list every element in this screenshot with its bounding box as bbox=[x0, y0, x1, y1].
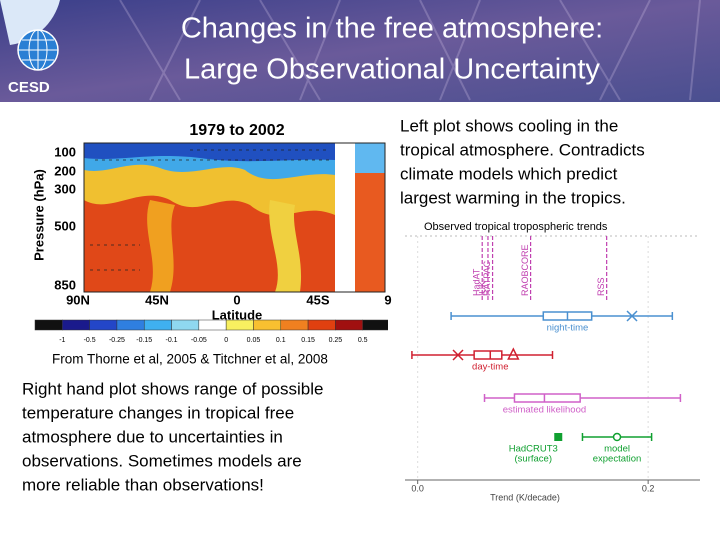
x-axis-label: Trend (K/decade) bbox=[490, 492, 560, 502]
marker-triangle bbox=[507, 347, 520, 360]
reference-label: HadAT bbox=[472, 268, 482, 296]
colorbar-label: -0.25 bbox=[109, 337, 125, 344]
point bbox=[612, 432, 622, 442]
colorbar-cell bbox=[171, 319, 200, 331]
colorbar-cell bbox=[253, 319, 282, 331]
colorbar-label: 0.15 bbox=[301, 337, 315, 344]
colorbar-cell bbox=[335, 319, 363, 331]
header-texture bbox=[119, 0, 701, 101]
body-line: observations. Sometimes models are bbox=[22, 451, 302, 470]
x-tick-label: 0.0 bbox=[411, 483, 424, 493]
reference-label: RSS bbox=[596, 277, 606, 296]
chart-panel bbox=[388, 218, 706, 510]
title-line: Large Observational Uncertainty bbox=[184, 54, 600, 86]
left-plot-title: 1979 to 2002 bbox=[189, 122, 284, 139]
series-label: night-time bbox=[547, 323, 589, 334]
note-line: Left plot shows cooling in the bbox=[400, 116, 618, 135]
y-tick-label: 200 bbox=[54, 163, 76, 178]
colorbar-cell bbox=[62, 319, 90, 331]
colorbar-cell bbox=[198, 319, 227, 331]
series-label: model bbox=[604, 444, 630, 455]
colorbar-cell bbox=[225, 319, 254, 331]
x-tick-label: 0.2 bbox=[642, 483, 655, 493]
colorbar-label: 0 bbox=[224, 337, 228, 344]
colorbar-label: -1 bbox=[59, 337, 65, 344]
x-tick-label: 9 bbox=[384, 292, 391, 307]
marker-x bbox=[452, 349, 464, 361]
colorbar-label: -0.5 bbox=[84, 337, 96, 344]
colorbar-cell bbox=[362, 319, 391, 331]
body-line: more reliable than observations! bbox=[22, 475, 264, 494]
body-line: Right hand plot shows range of possible bbox=[22, 379, 323, 398]
box bbox=[513, 393, 581, 403]
body-line: atmosphere due to uncertainties in bbox=[22, 427, 283, 446]
body-line: temperature changes in tropical free bbox=[22, 403, 294, 422]
note-line: tropical atmosphere. Contradicts bbox=[400, 140, 645, 159]
colorbar-label: -0.05 bbox=[191, 337, 207, 344]
colorbar-cell bbox=[143, 319, 172, 331]
colorbar-label: 0.1 bbox=[276, 337, 286, 344]
series-label: estimated likelihood bbox=[503, 405, 586, 416]
x-tick-label: 45S bbox=[306, 292, 329, 307]
chart-title: Observed tropical tropospheric trends bbox=[424, 221, 608, 233]
logo-globe bbox=[17, 29, 59, 71]
colorbar-cell bbox=[280, 319, 309, 331]
note-line: largest warming in the tropics. bbox=[400, 188, 626, 207]
colorbar: -1 -0.5 -0.25 -0.15 -0.1 -0.05 0 0.05 0.1 0.15 0.2… bbox=[34, 319, 391, 344]
colorbar-cell bbox=[89, 319, 118, 331]
x-tick-label: 45N bbox=[145, 292, 169, 307]
logo-fan bbox=[0, 0, 60, 45]
marker-x bbox=[626, 310, 638, 322]
y-tick-label: 500 bbox=[54, 218, 76, 233]
colorbar-label: -0.15 bbox=[136, 337, 152, 344]
colorbar-cell bbox=[116, 319, 145, 331]
reference-label: IUK bbox=[477, 281, 487, 296]
citation: From Thorne et al, 2005 & Titchner et al… bbox=[52, 352, 328, 367]
reference-label: RAOBCORE bbox=[520, 244, 530, 296]
reference-label: RATPAC bbox=[482, 260, 492, 296]
colorbar-cell bbox=[307, 319, 336, 331]
colorbar-label: 0.25 bbox=[329, 337, 343, 344]
colorbar-label: 0.05 bbox=[247, 337, 261, 344]
title-line: Changes in the free atmosphere: bbox=[181, 13, 603, 45]
series-label: (surface) bbox=[515, 454, 552, 465]
left-plot-x-label: Latitude bbox=[212, 307, 263, 322]
y-tick-label: 300 bbox=[54, 181, 76, 196]
series-label: day-time bbox=[472, 362, 508, 373]
contour-field bbox=[83, 142, 386, 293]
y-tick-label: 850 bbox=[54, 277, 76, 292]
series-label: expectation bbox=[593, 454, 642, 465]
trend-chart: Observed tropical tropospheric trends 0.0… bbox=[388, 218, 706, 510]
logo-text: CESD bbox=[8, 79, 50, 96]
colorbar-label: -0.1 bbox=[166, 337, 178, 344]
x-tick-label: 90N bbox=[66, 292, 90, 307]
colorbar-label: 0.5 bbox=[358, 337, 368, 344]
note-line: climate models which predict bbox=[400, 164, 618, 183]
point bbox=[554, 433, 563, 441]
left-plot-y-label: Pressure (hPa) bbox=[31, 169, 46, 261]
header-band bbox=[0, 0, 720, 102]
colorbar-cell bbox=[34, 319, 63, 331]
box bbox=[473, 350, 503, 360]
series-label: HadCRUT3 bbox=[509, 444, 558, 455]
y-tick-label: 100 bbox=[54, 144, 76, 159]
x-tick-label: 0 bbox=[233, 292, 240, 307]
